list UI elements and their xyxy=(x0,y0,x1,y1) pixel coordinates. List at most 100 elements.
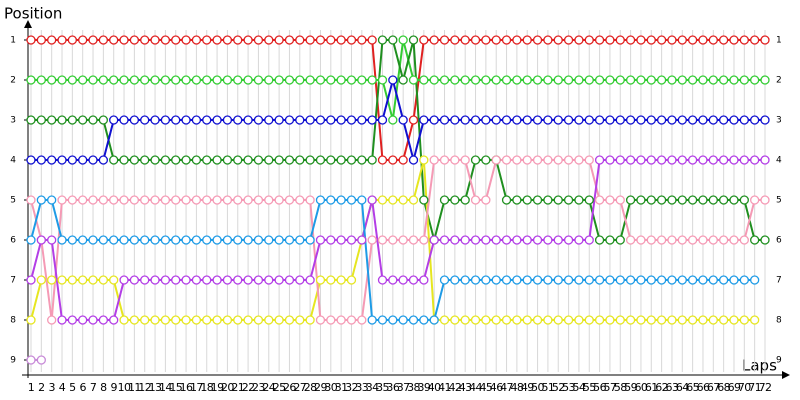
lap-point xyxy=(512,195,522,205)
lap-point xyxy=(739,235,749,245)
lap-point xyxy=(584,155,594,165)
lap-point xyxy=(501,235,512,245)
lap-point xyxy=(470,155,481,165)
lap-point xyxy=(522,275,532,285)
lap-point xyxy=(181,75,191,85)
series-line xyxy=(31,39,765,244)
lap-point xyxy=(625,155,636,165)
lap-point xyxy=(574,115,584,125)
lap-point xyxy=(140,35,150,45)
lap-point xyxy=(243,155,253,165)
lap-point xyxy=(512,115,522,125)
lap-point xyxy=(729,155,739,165)
lap-point xyxy=(119,75,129,85)
lap-point xyxy=(171,115,181,125)
lap-point xyxy=(181,155,191,165)
lap-point xyxy=(377,75,388,85)
lap-point xyxy=(88,35,98,45)
lap-point xyxy=(357,115,367,125)
x-tick-label: 60 xyxy=(635,381,648,394)
x-tick-label: 12 xyxy=(138,381,151,394)
x-tick-label: 45 xyxy=(479,381,492,394)
lap-point xyxy=(543,275,553,285)
x-tick-label: 61 xyxy=(645,381,658,394)
lap-point xyxy=(584,115,594,125)
lap-point xyxy=(274,35,284,45)
lap-point xyxy=(160,235,171,245)
x-tick-label: 68 xyxy=(717,381,730,394)
lap-point xyxy=(171,35,181,45)
x-tick-label: 22 xyxy=(242,381,255,394)
lap-point xyxy=(295,315,305,325)
x-tick-label: 54 xyxy=(573,381,586,394)
lap-point xyxy=(470,195,481,205)
lap-point xyxy=(129,275,140,285)
lap-point xyxy=(739,75,749,85)
lap-point xyxy=(408,275,419,285)
lap-point xyxy=(698,35,708,45)
lap-point xyxy=(615,315,625,325)
lap-point xyxy=(119,235,129,245)
y-tick-label: 5 xyxy=(10,196,16,206)
lap-point xyxy=(346,195,357,205)
lap-point xyxy=(336,75,346,85)
lap-point xyxy=(615,115,625,125)
lap-point xyxy=(687,235,698,245)
x-tick-label: 15 xyxy=(169,381,182,394)
x-tick-label: 41 xyxy=(438,381,451,394)
x-tick-label: 34 xyxy=(366,381,379,394)
lap-point xyxy=(677,155,687,165)
x-tick-label: 70 xyxy=(738,381,751,394)
lap-point xyxy=(67,235,78,245)
y-tick-label: 1 xyxy=(10,36,16,46)
lap-point xyxy=(574,235,584,245)
lap-point xyxy=(57,235,67,245)
lap-point xyxy=(367,315,377,325)
lap-point xyxy=(26,315,36,325)
lap-point xyxy=(377,115,388,125)
lap-point xyxy=(584,275,594,285)
lap-point xyxy=(429,115,439,125)
lap-point xyxy=(739,155,749,165)
lap-point xyxy=(718,235,729,245)
lap-point xyxy=(36,155,46,165)
lap-point xyxy=(212,195,222,205)
lap-point xyxy=(346,235,357,245)
lap-point xyxy=(295,275,305,285)
lap-point xyxy=(264,35,274,45)
lap-point xyxy=(388,155,398,165)
lap-point xyxy=(171,195,181,205)
x-tick-label: 62 xyxy=(655,381,668,394)
lap-point xyxy=(553,235,563,245)
lap-point xyxy=(160,155,171,165)
lap-point xyxy=(171,315,181,325)
lap-point xyxy=(377,315,388,325)
lap-point xyxy=(181,315,191,325)
lap-point xyxy=(563,115,574,125)
lap-point xyxy=(750,155,760,165)
x-tick-label: 14 xyxy=(159,381,172,394)
lap-point xyxy=(357,35,367,45)
lap-point xyxy=(140,235,150,245)
y-axis-arrow xyxy=(24,20,32,28)
lap-point xyxy=(98,155,109,165)
lap-point xyxy=(667,35,677,45)
lap-point xyxy=(222,235,233,245)
x-tick-label: 64 xyxy=(676,381,689,394)
lap-point xyxy=(57,75,67,85)
lap-point xyxy=(698,75,708,85)
x-tick-label: 69 xyxy=(728,381,741,394)
lap-point xyxy=(543,195,553,205)
lap-point xyxy=(388,315,398,325)
lap-point xyxy=(687,155,698,165)
lap-point xyxy=(243,35,253,45)
x-tick-label: 2 xyxy=(38,381,44,394)
lap-point xyxy=(150,195,160,205)
lap-point xyxy=(388,195,398,205)
lap-point xyxy=(481,115,491,125)
lap-point xyxy=(667,235,677,245)
lap-point xyxy=(243,195,253,205)
lap-point xyxy=(636,115,646,125)
lap-point xyxy=(419,315,429,325)
lap-point xyxy=(109,315,119,325)
